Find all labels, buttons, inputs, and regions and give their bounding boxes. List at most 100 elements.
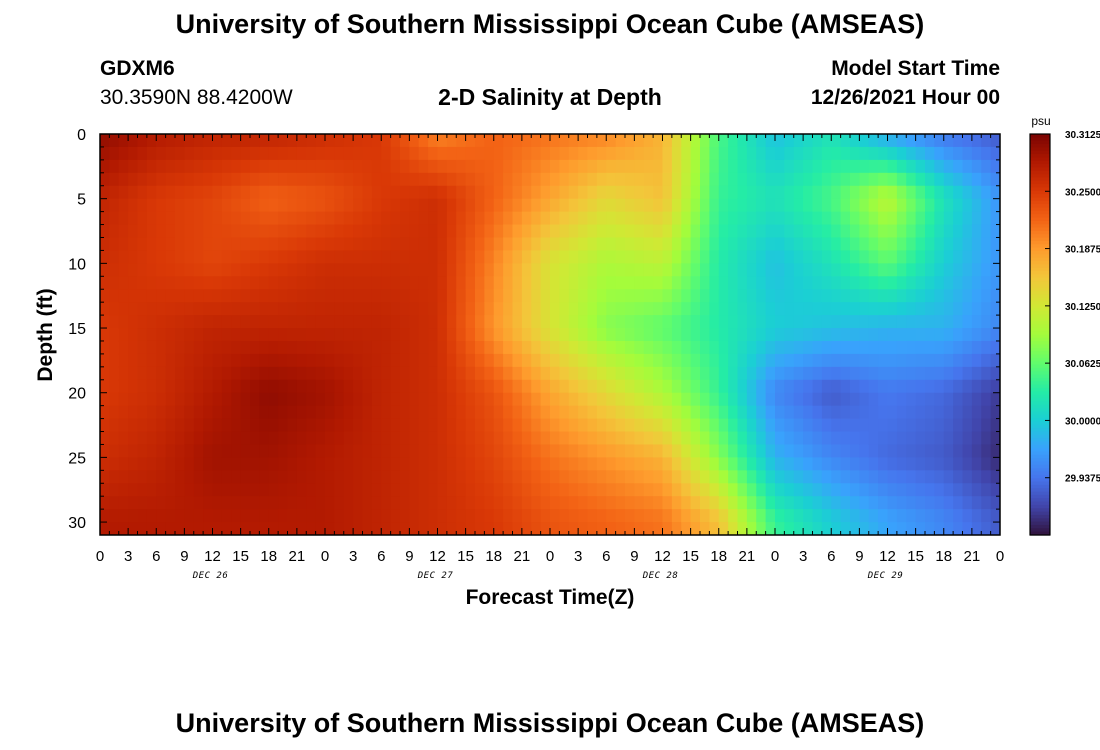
heatmap-cell — [418, 134, 429, 148]
heatmap-cell — [943, 418, 954, 433]
heatmap-cell — [306, 134, 317, 148]
heatmap-cell — [812, 315, 823, 329]
heatmap-cell — [137, 276, 148, 290]
heatmap-cell — [156, 146, 167, 161]
heatmap-cell — [118, 353, 129, 368]
heatmap-cell — [756, 276, 767, 290]
heatmap-cell — [128, 289, 139, 303]
heatmap-cell — [700, 457, 710, 471]
heatmap-cell — [925, 224, 935, 239]
heatmap-cell — [268, 392, 279, 407]
heatmap-cell — [962, 418, 973, 433]
heatmap-cell — [681, 392, 692, 407]
heatmap-cell — [990, 431, 1000, 446]
colorbar-swatch — [1030, 190, 1050, 195]
heatmap-cell — [681, 444, 692, 458]
heatmap-cell — [840, 431, 851, 446]
heatmap-cell — [868, 146, 879, 161]
heatmap-cell — [681, 211, 692, 226]
heatmap-cell — [146, 276, 157, 290]
heatmap-cell — [700, 444, 710, 458]
heatmap-cell — [990, 522, 1000, 535]
heatmap-cell — [775, 276, 785, 290]
heatmap-cell — [400, 315, 410, 329]
heatmap-cell — [896, 418, 907, 433]
heatmap-cell — [793, 159, 804, 174]
heatmap-cell — [700, 289, 710, 303]
heatmap-cell — [296, 379, 307, 394]
heatmap-cell — [943, 146, 954, 161]
heatmap-cell — [381, 289, 392, 303]
heatmap-cell — [409, 185, 420, 200]
heatmap-cell — [400, 470, 410, 484]
heatmap-cell — [934, 328, 945, 342]
heatmap-cell — [981, 224, 992, 239]
heatmap-cell — [653, 198, 664, 213]
heatmap-cell — [437, 250, 448, 264]
heatmap-cell — [175, 431, 185, 446]
heatmap-cell — [850, 198, 860, 213]
heatmap-cell — [587, 340, 598, 355]
heatmap-cell — [906, 289, 917, 303]
heatmap-cell — [840, 340, 851, 355]
heatmap-cell — [887, 496, 898, 510]
heatmap-cell — [250, 250, 260, 264]
heatmap-cell — [390, 470, 401, 484]
heatmap-cell — [943, 276, 954, 290]
heatmap-cell — [925, 315, 935, 329]
heatmap-cell — [418, 379, 429, 394]
heatmap-cell — [671, 431, 682, 446]
heatmap-cell — [700, 302, 710, 316]
heatmap-cell — [418, 328, 429, 342]
heatmap-cell — [296, 250, 307, 264]
heatmap-cell — [962, 509, 973, 523]
heatmap-cell — [193, 302, 204, 316]
heatmap-cell — [634, 250, 645, 264]
heatmap-cell — [765, 340, 776, 355]
heatmap-cell — [981, 146, 992, 161]
heatmap-cell — [221, 198, 232, 213]
heatmap-cell — [728, 509, 739, 523]
heatmap-cell — [662, 146, 673, 161]
heatmap-cell — [765, 211, 776, 226]
heatmap-cell — [334, 366, 345, 381]
heatmap-cell — [803, 392, 814, 407]
heatmap-cell — [531, 134, 542, 148]
heatmap-cell — [128, 379, 139, 394]
heatmap-cell — [390, 146, 401, 161]
heatmap-cell — [746, 328, 757, 342]
colorbar-swatch — [1030, 204, 1050, 209]
heatmap-cell — [353, 250, 364, 264]
heatmap-cell — [662, 302, 673, 316]
heatmap-cell — [850, 483, 860, 497]
colorbar-swatch — [1030, 461, 1050, 466]
heatmap-cell — [550, 470, 560, 484]
heatmap-cell — [128, 431, 139, 446]
heatmap-cell — [437, 509, 448, 523]
heatmap-cell — [137, 302, 148, 316]
heatmap-cell — [737, 522, 748, 535]
heatmap-cell — [221, 340, 232, 355]
heatmap-cell — [784, 509, 795, 523]
heatmap-cell — [521, 418, 532, 433]
heatmap-cell — [343, 315, 354, 329]
heatmap-cell — [156, 302, 167, 316]
heatmap-cell — [100, 509, 110, 523]
heatmap-cell — [578, 522, 589, 535]
heatmap-cell — [390, 276, 401, 290]
heatmap-cell — [775, 185, 785, 200]
heatmap-cell — [175, 289, 185, 303]
heatmap-cell — [156, 470, 167, 484]
heatmap-cell — [212, 276, 223, 290]
heatmap-cell — [503, 496, 514, 510]
heatmap-cell — [465, 185, 476, 200]
heatmap-cell — [325, 444, 335, 458]
heatmap-cell — [887, 315, 898, 329]
heatmap-cell — [793, 146, 804, 161]
heatmap-cell — [606, 457, 617, 471]
heatmap-cell — [390, 483, 401, 497]
heatmap-cell — [821, 431, 832, 446]
heatmap-cell — [878, 315, 889, 329]
heatmap-cell — [381, 250, 392, 264]
heatmap-cell — [775, 392, 785, 407]
